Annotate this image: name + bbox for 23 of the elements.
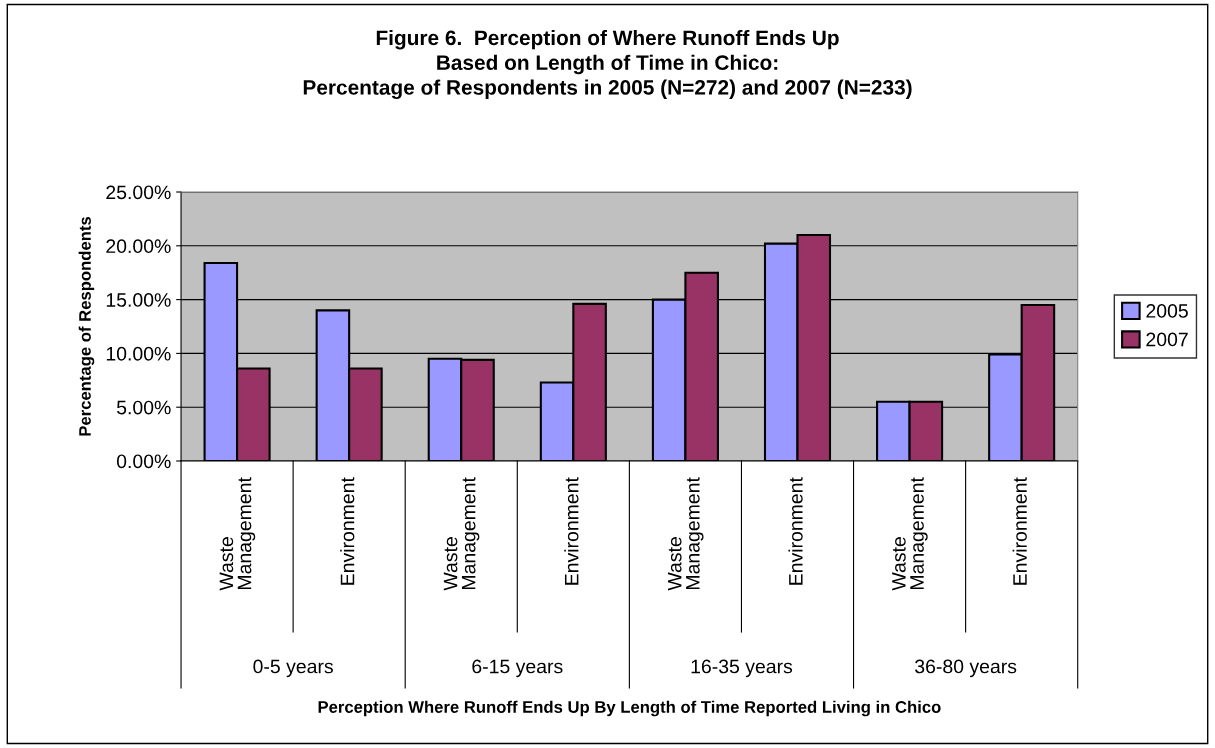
x-tick-label: Environment [340,477,355,585]
chart-title: Figure 6. Perception of Where Runoff Ends Up Based on Length of Time in Chico: Percentage of Respondents in 2005 (N=272) and 2007 (N=233) [303,29,912,100]
y-tick-label: 25.00% [106,185,171,200]
x-tick-label: Waste Management [892,477,928,591]
text: 0-5 years [253,659,333,678]
legend-label: 2007 [1146,332,1188,347]
x-tick-label: Waste Management [219,477,256,591]
x-tick-label: Environment [788,477,803,585]
x-tick-label: Waste Management [668,477,704,591]
text: 16-35 years [691,659,793,678]
x-tick-label: Waste Management [443,477,480,591]
y-tick-label: 0.00% [116,454,171,469]
x-tick-label: Environment [1012,477,1027,585]
y-axis-title: Percentage of Respondents [78,216,95,436]
text: 36-80 years [915,659,1017,678]
y-tick-label: 10.00% [106,346,171,361]
y-tick-label: 15.00% [106,293,171,307]
y-tick-label: 5.00% [116,400,171,415]
legend-label: 2005 [1146,304,1188,318]
text: Perception Where Runoff Ends Up By Length of Time Reported Living in Chico [318,700,941,717]
y-tick-label: 20.00% [106,239,171,254]
text: 6-15 years [472,659,563,678]
x-tick-label: Environment [564,477,579,585]
